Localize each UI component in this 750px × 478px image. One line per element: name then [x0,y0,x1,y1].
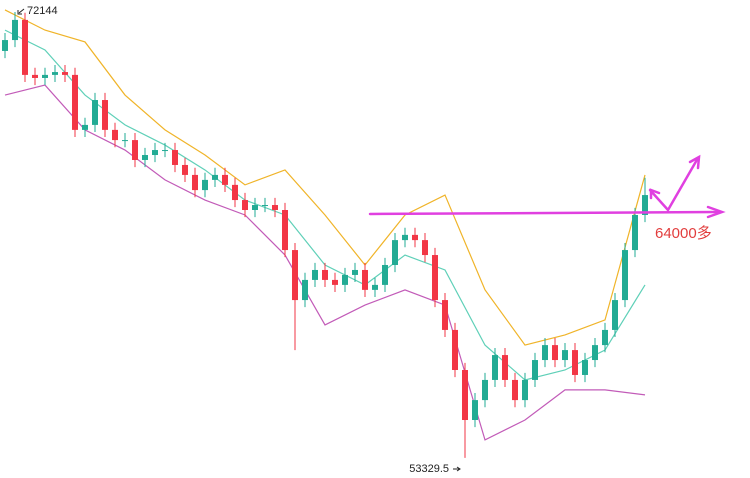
arrow-head [706,205,726,219]
low-label: 53329.5 [409,463,449,475]
candle-body [442,300,448,330]
candle-body [612,300,618,330]
candle-body [52,72,58,75]
candle-body [112,129,118,141]
candle-body [132,140,138,160]
marker-arrow [17,10,22,15]
candle-body [2,40,8,51]
candle-body [122,140,128,142]
marker-arrow [456,466,461,472]
candle-body [202,179,208,191]
candle-body [312,269,318,280]
candle-body [292,250,298,301]
candle-body [302,279,308,301]
candle-body [22,19,28,75]
band-line [4,84,646,441]
drawings [368,154,726,219]
high-label: 72144 [27,5,58,17]
candle-body [32,74,38,78]
candle-body [382,264,388,285]
candle-body [62,72,68,75]
candle-body [332,279,338,285]
candle-body [102,100,108,130]
annotation: 64000多 [655,225,712,242]
candle-body [162,150,168,152]
candle-body [82,124,88,130]
candle-body [422,240,428,256]
candles [2,11,648,458]
candle-body [262,205,268,207]
candle-body [182,164,188,175]
candle-body [92,100,98,125]
candle-body [362,269,368,290]
candle-body [12,19,18,41]
up-arrow [648,156,700,213]
candle-body [632,214,638,251]
band-line [4,9,646,346]
band-line [4,29,646,381]
candle-body [462,369,468,421]
candle-body [412,234,418,241]
candle-body [592,345,598,361]
candle-body [602,329,608,346]
candle-body [322,269,328,280]
candle-body [572,350,578,375]
arrow-head [649,188,661,200]
candle-body [532,360,538,380]
candle-body [542,345,548,361]
candle-body [552,345,558,361]
candle-body [402,234,408,241]
candle-body [282,210,288,251]
candle-body [232,184,238,201]
candle-body [582,360,588,375]
candle-body [242,200,248,211]
candle-body [452,329,458,370]
bands [4,9,646,441]
candle-body [482,379,488,401]
candle-body [42,74,48,78]
candle-body [212,174,218,180]
candle-body [562,350,568,361]
candle-body [252,205,258,211]
candle-body [622,250,628,301]
candle-body [152,150,158,156]
candle-body [72,74,78,130]
candle-body [392,240,398,265]
candle-body [522,379,528,401]
candle-body [222,174,228,185]
candle-body [432,255,438,301]
candle-body [642,195,648,215]
candle-body [512,379,518,401]
candle-body [172,150,178,165]
markers [17,8,461,472]
candle-body [502,355,508,380]
level-line [368,210,720,216]
candle-body [372,284,378,290]
candle-body [492,355,498,380]
candle-body [472,400,478,421]
candle-body [142,155,148,160]
arrow-head [688,154,701,170]
candle-body [342,274,348,285]
candle-body [272,205,278,211]
marker-arrow [18,8,25,14]
candle-body [352,269,358,275]
candle-body [192,174,198,191]
